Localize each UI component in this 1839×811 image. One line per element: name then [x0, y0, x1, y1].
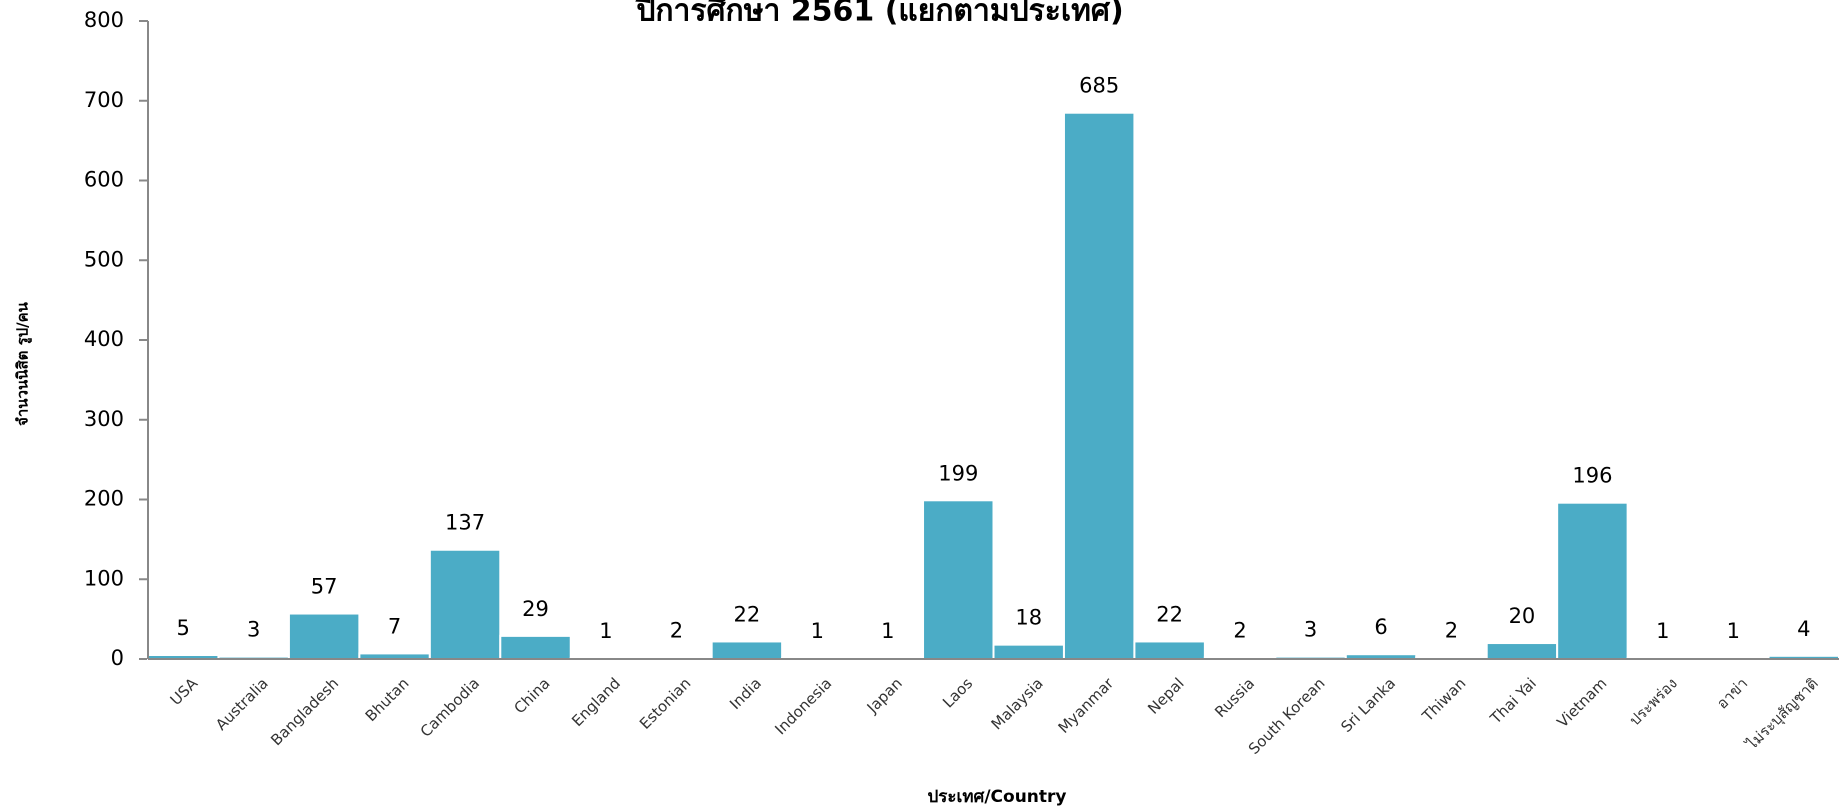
- x-tick-label: USA: [167, 674, 202, 709]
- data-label: 1: [599, 619, 612, 643]
- y-tick-label: 500: [84, 247, 124, 271]
- y-tick-label: 300: [84, 407, 124, 431]
- data-label: 20: [1509, 604, 1536, 628]
- x-tick-label: Laos: [939, 674, 976, 711]
- x-tick-label: อาข่า: [1713, 674, 1751, 712]
- y-axis-label: จำนวนนิสิต รูป/คน: [14, 301, 33, 426]
- x-tick-label: Indonesia: [771, 674, 835, 738]
- data-label: 196: [1572, 464, 1612, 488]
- x-tick-label: Australia: [212, 674, 272, 734]
- bar: [428, 548, 502, 660]
- data-label: 2: [1445, 618, 1458, 642]
- bar: [287, 612, 361, 660]
- data-label: 1: [881, 619, 894, 643]
- bar: [1556, 501, 1629, 660]
- y-tick-label: 0: [111, 646, 124, 670]
- chart-title: ปีการศึกษา 2561 (แยกตามประเทศ): [634, 0, 1123, 29]
- data-label: 685: [1079, 74, 1119, 98]
- data-label: 2: [1233, 618, 1246, 642]
- y-tick-label: 600: [84, 168, 124, 192]
- data-label: 137: [445, 511, 485, 535]
- data-label: 199: [938, 461, 978, 485]
- data-label: 29: [522, 597, 549, 621]
- x-tick-label: Sri Lanka: [1337, 674, 1399, 736]
- data-label: 57: [311, 575, 338, 599]
- x-tick-label: Myanmar: [1055, 674, 1118, 737]
- x-tick-label: ประพร่อง: [1626, 674, 1681, 729]
- x-tick-label: England: [568, 674, 624, 730]
- x-tick-label: Thiwan: [1418, 674, 1469, 725]
- data-label: 6: [1374, 615, 1387, 639]
- data-label: 1: [811, 619, 824, 643]
- x-tick-label: Nepal: [1144, 674, 1187, 717]
- data-label: 3: [247, 618, 260, 642]
- x-tick-label: China: [510, 674, 553, 717]
- data-label: 3: [1304, 618, 1317, 642]
- x-tick-label: Cambodia: [417, 674, 483, 740]
- bar: [499, 634, 572, 660]
- x-tick-label: Bhutan: [362, 674, 413, 725]
- bar: [1133, 640, 1206, 661]
- data-label: 1: [1727, 619, 1740, 643]
- y-tick-label: 700: [84, 88, 124, 112]
- x-tick-label: ไม่ระบุสัญชาติ: [1742, 674, 1822, 754]
- data-label: 1: [1656, 619, 1669, 643]
- bar: [922, 499, 995, 660]
- data-label: 22: [1156, 602, 1183, 626]
- data-label: 4: [1797, 617, 1810, 641]
- bar: [1062, 111, 1136, 660]
- x-tick-label: Japan: [863, 674, 906, 717]
- y-tick-label: 400: [84, 327, 124, 351]
- x-tick-label: Malaysia: [988, 674, 1047, 733]
- x-tick-label: Estonian: [636, 674, 695, 733]
- x-tick-label: Bangladesh: [267, 674, 342, 749]
- bar: [1485, 642, 1559, 660]
- x-tick-label: Vietnam: [1553, 674, 1610, 731]
- x-tick-label: India: [726, 674, 765, 713]
- y-tick-label: 200: [84, 487, 124, 511]
- data-label: 22: [734, 602, 761, 626]
- data-label: 7: [388, 614, 401, 638]
- bar: [710, 640, 784, 661]
- data-label: 2: [670, 618, 683, 642]
- bar: [992, 643, 1065, 661]
- x-tick-label: Russia: [1211, 674, 1258, 721]
- data-label: 18: [1015, 606, 1042, 630]
- y-tick-label: 800: [84, 8, 124, 32]
- data-label: 5: [177, 616, 190, 640]
- x-tick-label: Thai Yai: [1486, 674, 1540, 728]
- y-tick-label: 100: [84, 566, 124, 590]
- x-axis-label: ประเทศ/Country: [927, 787, 1066, 807]
